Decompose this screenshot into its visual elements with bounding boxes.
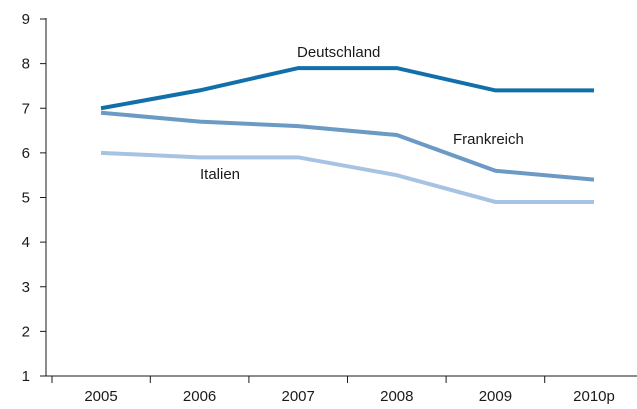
y-tick-label: 8 xyxy=(22,56,30,73)
y-tick-label: 5 xyxy=(22,190,30,207)
series-labels: Deutschland Frankreich Italien xyxy=(200,44,524,183)
series-label-deutschland: Deutschland xyxy=(297,44,380,61)
y-tick-label: 3 xyxy=(22,279,30,296)
series-line-italien xyxy=(100,150,594,204)
series-lines xyxy=(100,66,595,204)
x-ticks: 2005 2006 2007 2008 2009 2010p xyxy=(51,376,615,405)
x-tick-label: 2009 xyxy=(479,388,512,405)
series-line-deutschland xyxy=(100,66,594,111)
series-label-frankreich: Frankreich xyxy=(453,131,524,148)
y-tick-label: 6 xyxy=(22,145,30,162)
x-tick-label: 2007 xyxy=(282,388,315,405)
y-tick-label: 2 xyxy=(22,323,30,340)
y-ticks: 1 2 3 4 5 6 7 8 9 xyxy=(22,11,46,385)
x-tick-label: 2008 xyxy=(380,388,413,405)
x-tick-label: 2006 xyxy=(183,388,216,405)
series-line-frankreich xyxy=(100,110,595,182)
y-tick-label: 9 xyxy=(22,11,30,28)
x-tick-label: 2010p xyxy=(573,388,615,405)
y-tick-label: 4 xyxy=(22,234,30,251)
y-tick-label: 7 xyxy=(22,100,30,117)
y-tick-label: 1 xyxy=(22,368,30,385)
axes xyxy=(45,18,637,377)
series-label-italien: Italien xyxy=(200,166,240,183)
x-tick-label: 2005 xyxy=(84,388,117,405)
